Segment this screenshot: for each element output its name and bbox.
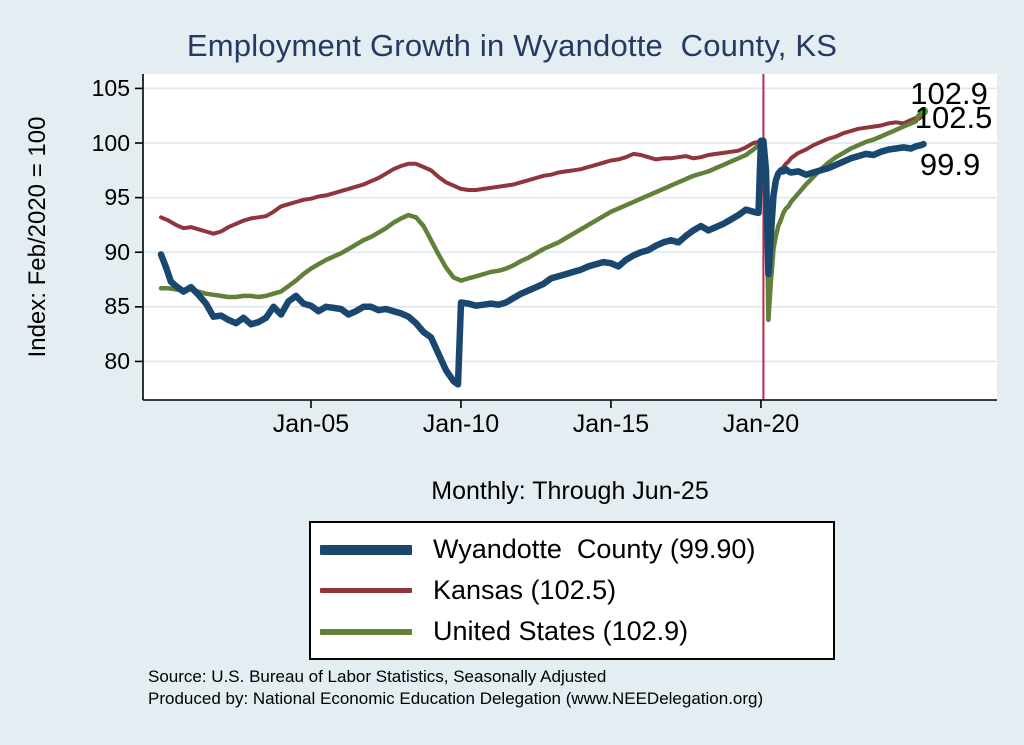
y-tick-label: 85 xyxy=(104,293,130,320)
y-tick-label: 80 xyxy=(104,347,130,374)
chart-title: Employment Growth in Wyandotte County, K… xyxy=(186,28,838,63)
y-tick-label: 100 xyxy=(91,129,130,156)
source-note: Source: U.S. Bureau of Labor Statistics,… xyxy=(148,667,607,686)
end-value-label: 102.9 xyxy=(910,75,988,111)
legend-line-swatch xyxy=(320,628,412,635)
legend-item: Wyandotte County (99.90) xyxy=(320,529,833,570)
x-tick-label: Jan-05 xyxy=(272,410,350,438)
series-line-kansas xyxy=(159,113,926,236)
legend-item: Kansas (102.5) xyxy=(320,570,833,611)
chart-subtitle: Monthly: Through Jun-25 xyxy=(431,477,709,505)
legend-item: United States (102.9) xyxy=(320,611,833,652)
legend-label: Wyandotte County (99.90) xyxy=(433,534,756,564)
produced-by-note: Produced by: National Economic Education… xyxy=(148,688,764,708)
legend-line-swatch xyxy=(320,544,412,555)
series-line-wyandotte-county xyxy=(157,137,927,388)
x-tick-label: Jan-15 xyxy=(572,410,650,438)
legend-label: United States (102.9) xyxy=(433,616,689,646)
y-tick-label: 90 xyxy=(104,238,130,265)
y-tick-label: 95 xyxy=(104,184,130,211)
legend-label: Kansas (102.5) xyxy=(433,575,617,605)
series-end-dot xyxy=(919,106,929,116)
notes: Source: U.S. Bureau of Labor Statistics,… xyxy=(148,666,948,709)
y-tick-label: 105 xyxy=(91,74,130,101)
series-line-united-states xyxy=(158,109,926,323)
x-tick-label: Jan-20 xyxy=(722,410,800,438)
end-value-label: 99.9 xyxy=(919,146,981,182)
legend: Wyandotte County (99.90) Kansas (102.5) Un… xyxy=(309,521,835,660)
x-tick-label: Jan-10 xyxy=(422,410,500,438)
legend-line-swatch xyxy=(320,588,412,593)
end-value-label: 102.5 xyxy=(914,99,993,135)
